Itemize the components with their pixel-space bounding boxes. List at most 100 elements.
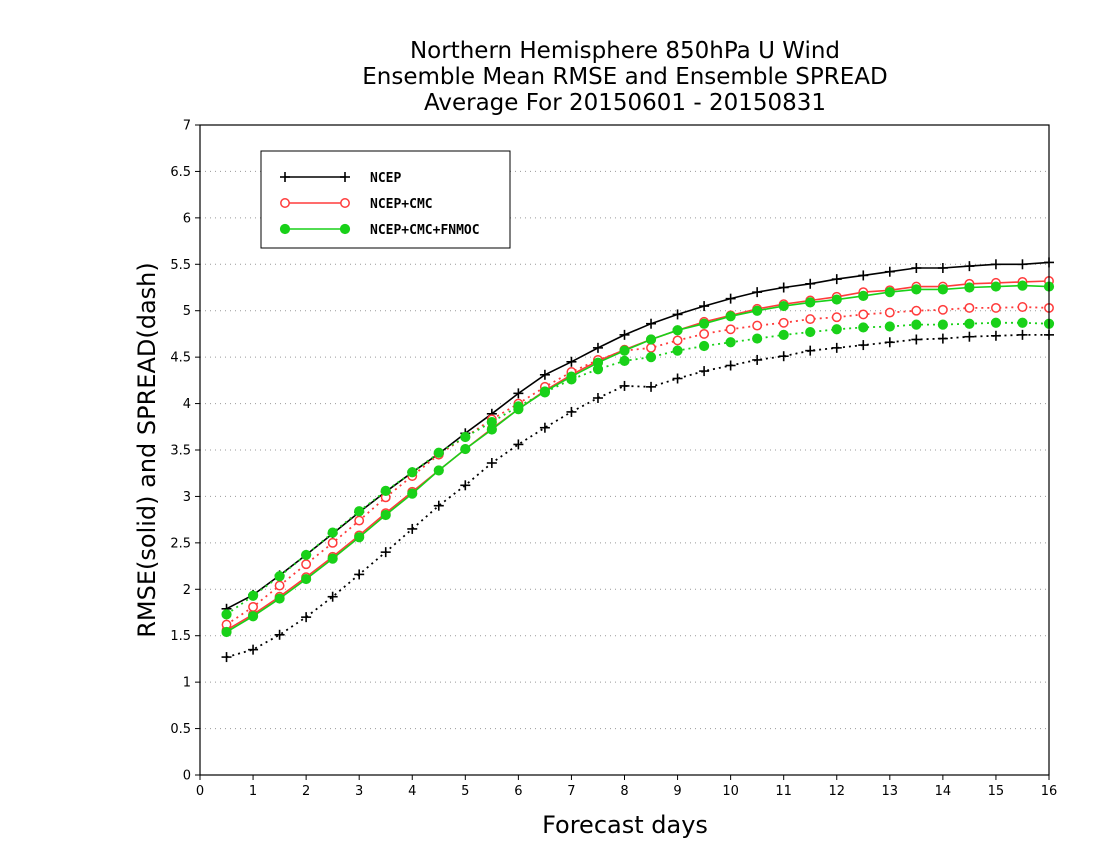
legend-marker	[339, 223, 351, 235]
spread-point	[592, 393, 603, 403]
rmse-point	[433, 465, 444, 476]
rmse-point	[407, 488, 418, 499]
y-tick-label: 6.5	[170, 165, 191, 180]
spread-point	[327, 537, 338, 548]
spread-point	[698, 340, 710, 352]
rmse-point	[698, 318, 710, 329]
rmse-point	[1017, 259, 1028, 270]
spread-point	[539, 387, 551, 398]
y-tick-label: 3	[183, 490, 191, 505]
title-line-3: Average For 20150601 - 20150831	[424, 90, 826, 116]
spread-point	[274, 580, 285, 591]
rmse-point	[725, 311, 736, 322]
legend-item-3: NCEP+CMC+FNMOC	[279, 223, 480, 238]
spread-point	[274, 629, 285, 640]
spread-point	[327, 591, 338, 602]
rmse-point	[1017, 280, 1028, 291]
spread-point	[486, 417, 497, 428]
spread-point	[354, 569, 365, 580]
rmse-point	[592, 342, 603, 353]
y-tick-label: 4.5	[170, 351, 191, 366]
legend-item-2: NCEP+CMC	[280, 197, 433, 212]
spread-point	[460, 431, 471, 443]
rmse-point	[327, 553, 338, 564]
spread-point	[327, 527, 338, 538]
rmse-point	[937, 284, 948, 295]
spread-point	[778, 329, 789, 340]
spread-point	[247, 590, 259, 601]
spread-point	[937, 304, 948, 315]
y-tick-label: 1.5	[170, 629, 191, 644]
spread-point	[831, 312, 842, 323]
spread-point	[831, 342, 842, 353]
spread-point	[831, 324, 842, 335]
rmse-point	[566, 356, 577, 367]
spread-point	[725, 337, 736, 348]
spread-point	[911, 319, 922, 330]
x-tick-label: 15	[988, 784, 1005, 799]
spread-point	[858, 322, 869, 333]
rmse-point	[831, 274, 842, 285]
rmse-point	[380, 509, 391, 521]
legend-marker	[340, 198, 350, 208]
spread-point	[964, 331, 975, 342]
legend-marker	[280, 198, 290, 208]
spread-point	[725, 360, 736, 371]
spread-point	[301, 559, 312, 570]
x-tick-label: 16	[1041, 784, 1058, 799]
spread-point	[672, 345, 683, 356]
spread-point	[221, 652, 232, 663]
rmse-point	[858, 290, 869, 301]
grid-lines	[200, 170, 1049, 730]
rmse-point	[460, 443, 471, 455]
spread-point	[646, 342, 656, 353]
rmse-point	[619, 329, 630, 340]
spread-point	[672, 335, 683, 346]
spread-point	[778, 317, 789, 328]
spread-point	[380, 485, 391, 496]
spread-point	[566, 406, 577, 417]
spread-point	[937, 319, 948, 330]
spread-point	[486, 458, 497, 468]
rmse-point	[752, 287, 763, 298]
spread-line	[226, 333, 1049, 658]
spread-point	[513, 439, 524, 450]
spread-point	[805, 314, 816, 325]
spread-point	[301, 549, 312, 561]
y-axis-label: RMSE(solid) and SPREAD(dash)	[133, 262, 161, 638]
y-tick-label: 4	[183, 397, 191, 412]
legend-label: NCEP	[370, 171, 401, 186]
rmse-point	[646, 318, 657, 329]
spread-point	[354, 506, 365, 517]
chart-title: Northern Hemisphere 850hPa U WindEnsembl…	[362, 38, 887, 116]
rmse-point	[937, 263, 948, 273]
legend-box	[260, 150, 511, 249]
spread-point	[752, 354, 763, 365]
spread-point	[672, 373, 683, 384]
spread-point	[911, 334, 922, 345]
y-tick-label: 2	[183, 583, 191, 598]
spread-point	[1017, 317, 1028, 328]
x-tick-label: 11	[775, 784, 792, 799]
rmse-point	[221, 626, 232, 638]
spread-point	[433, 447, 444, 458]
y-tick-label: 0.5	[170, 722, 191, 737]
spread-point	[248, 644, 259, 655]
spread-point	[964, 318, 975, 329]
x-tick-label: 2	[302, 784, 310, 799]
x-tick-label: 8	[620, 784, 628, 799]
rmse-point	[805, 297, 816, 308]
spread-point	[539, 422, 550, 433]
title-line-1: Northern Hemisphere 850hPa U Wind	[410, 38, 840, 64]
y-tick-label: 5.5	[170, 258, 191, 273]
y-axis: 0 0.5 1 1.5 2 2.5 3 3.5 4 4.5 5 5.5 6 6.5 7	[170, 119, 200, 784]
series-2	[221, 276, 1054, 636]
rmse-point	[699, 301, 710, 312]
rmse-point	[911, 263, 922, 273]
rmse-point	[645, 334, 657, 345]
spread-point	[911, 305, 922, 316]
rmse-point	[672, 325, 683, 336]
rmse-point	[539, 369, 550, 380]
spread-point	[407, 523, 418, 534]
y-tick-label: 1	[183, 676, 191, 691]
